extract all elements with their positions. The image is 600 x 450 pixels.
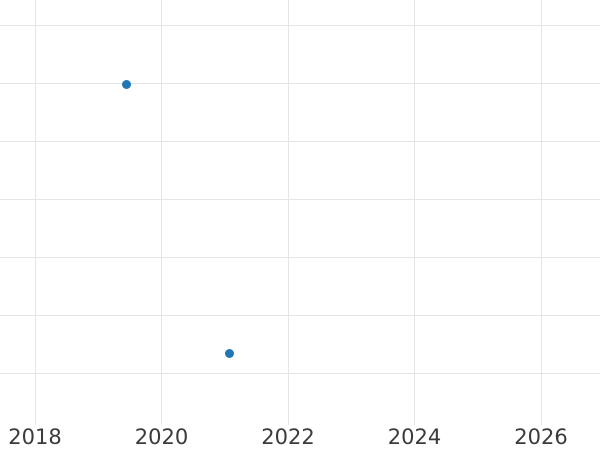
x-tick-label: 2024 (387, 425, 442, 449)
x-tick-label: 2022 (261, 425, 315, 449)
vertical-gridline (540, 0, 542, 425)
vertical-gridline (34, 0, 36, 425)
horizontal-gridline (0, 24, 600, 26)
horizontal-gridline (0, 314, 600, 316)
horizontal-gridline (0, 372, 600, 374)
vertical-gridline (287, 0, 289, 425)
x-tick-label: 2026 (514, 425, 568, 449)
horizontal-gridline (0, 82, 600, 84)
x-tick-label: 2020 (134, 425, 189, 449)
scatter-point (121, 80, 131, 90)
scatter-point (225, 349, 235, 359)
horizontal-gridline (0, 198, 600, 200)
vertical-gridline (161, 0, 162, 425)
horizontal-gridline (0, 256, 600, 258)
horizontal-gridline (0, 140, 600, 142)
x-tick-label: 2018 (8, 425, 62, 449)
vertical-gridline (414, 0, 415, 425)
x-axis: 2018 2020 2022 2024 2026 (0, 426, 600, 450)
